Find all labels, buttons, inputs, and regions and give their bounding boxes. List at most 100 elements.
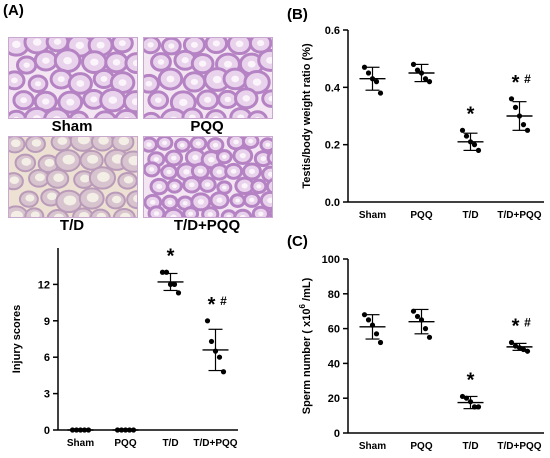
x-tick-label: T/D — [462, 210, 478, 221]
tubule-lumen — [79, 212, 89, 217]
tubule — [68, 110, 89, 118]
data-point — [175, 290, 182, 296]
data-point — [216, 354, 223, 360]
tubule-lumen — [195, 141, 201, 146]
tubule-lumen — [100, 76, 108, 82]
tubule — [9, 109, 28, 118]
tubule-lumen — [66, 98, 75, 106]
data-point — [524, 348, 531, 354]
tubule-lumen — [63, 56, 72, 65]
micrograph-td-pqq-image — [144, 137, 272, 217]
tubule-lumen — [21, 158, 32, 166]
tubule-lumen — [230, 168, 237, 174]
tubule-lumen — [12, 40, 21, 49]
tubule-lumen — [9, 176, 20, 185]
panel-label-b: (B) — [287, 6, 308, 23]
micrograph-td-pqq — [143, 136, 273, 218]
tubule-lumen — [153, 157, 159, 162]
tubule — [233, 208, 253, 217]
tubule — [268, 206, 272, 217]
tubule-lumen — [150, 199, 156, 205]
y-tick-label: 80 — [328, 289, 340, 301]
y-tick-label: 0.4 — [325, 82, 341, 94]
tubule-lumen — [168, 43, 175, 49]
tubule — [266, 150, 272, 166]
tubule-lumen — [53, 173, 64, 183]
data-point — [459, 393, 466, 400]
tubule-lumen — [242, 95, 250, 102]
micrograph-label-td: T/D — [59, 217, 85, 234]
data-point — [422, 76, 429, 82]
tubule-lumen — [247, 60, 256, 68]
tubule-lumen — [118, 40, 126, 47]
data-point — [459, 127, 466, 133]
tubule-lumen — [204, 96, 212, 103]
tubule-lumen — [128, 155, 137, 166]
tubule-lumen — [44, 158, 55, 167]
significance-star: * — [512, 316, 520, 338]
y-tick-label: 9 — [44, 316, 50, 328]
data-point — [171, 281, 178, 287]
tubule-lumen — [249, 168, 255, 175]
injury-scores-chart: 0 3 6 9 12 Injury scores Sham PQQ T/D * T/D+PQQ * # — [11, 245, 238, 449]
tubule-lumen — [204, 182, 211, 187]
y-tick-label: 0.0 — [325, 197, 340, 209]
tubule-lumen — [133, 194, 137, 203]
tubule — [144, 111, 161, 118]
tubule-lumen — [166, 75, 175, 83]
tubule-lumen — [146, 142, 152, 147]
data-point — [475, 147, 482, 153]
tubule-lumen — [216, 169, 223, 175]
tubule-lumen — [268, 95, 272, 102]
y-tick-label: 0 — [334, 428, 340, 440]
tubule-lumen — [62, 154, 75, 165]
tubule-lumen — [192, 154, 199, 161]
tubule — [114, 108, 137, 118]
tubule-lumen — [30, 211, 40, 217]
tubule-lumen — [260, 156, 267, 161]
tubule-lumen — [53, 38, 62, 45]
tubule-lumen — [199, 60, 207, 67]
tubule — [126, 190, 137, 210]
sperm-number-chart: 0 20 40 60 80 100 Sperm number ( x106 /mL) Sham… — [298, 254, 544, 452]
tubule-lumen — [87, 154, 99, 164]
tubule-lumen — [118, 137, 130, 146]
data-point — [410, 61, 417, 67]
tubule-lumen — [98, 137, 109, 145]
tubule-lumen — [123, 176, 134, 184]
x-tick-label: T/D — [462, 441, 478, 452]
y-tick-label: 0.6 — [325, 25, 340, 37]
micrograph-td — [8, 136, 138, 218]
data-point — [512, 104, 519, 110]
significance-hash: # — [220, 294, 227, 308]
tubule-lumen — [197, 168, 204, 174]
tubule-lumen — [166, 169, 172, 175]
tubule-lumen — [111, 195, 122, 204]
tubule — [261, 89, 272, 108]
tubule-lumen — [182, 201, 188, 206]
micrograph-label-pqq: PQQ — [190, 118, 224, 135]
tubule — [124, 52, 137, 75]
tubule-lumen — [249, 197, 255, 203]
tubule-lumen — [96, 41, 105, 49]
tubule-lumen — [190, 41, 198, 48]
tubule-lumen — [13, 116, 20, 118]
tubule-lumen — [96, 212, 107, 217]
tubule-lumen — [57, 76, 65, 83]
data-point — [365, 70, 372, 76]
tubule-lumen — [34, 173, 45, 182]
data-point — [373, 79, 380, 85]
tubule-lumen — [53, 213, 64, 217]
tubule-lumen — [237, 114, 245, 118]
panel-label-c: (C) — [287, 233, 308, 250]
tubule-lumen — [20, 97, 28, 104]
tubule-lumen — [42, 98, 50, 105]
tubule — [257, 48, 272, 72]
tubule-lumen — [233, 139, 239, 145]
tubule-lumen — [208, 156, 215, 163]
tubule-lumen — [188, 182, 195, 188]
data-point — [208, 338, 215, 345]
significance-star: * — [512, 72, 520, 94]
tubule-lumen — [265, 142, 271, 147]
data-point — [524, 127, 531, 133]
